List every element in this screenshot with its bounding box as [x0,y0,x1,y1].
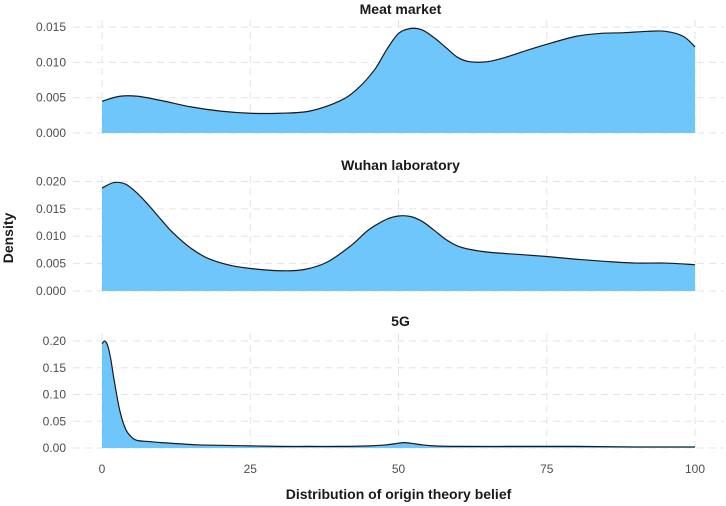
x-axis-title: Distribution of origin theory belief [286,486,512,502]
density-fill [102,182,695,291]
y-tick-label: 0.015 [36,202,66,216]
y-axis-title: Density [0,213,16,264]
facet-panel: Wuhan laboratory 0.000 0.005 0.010 0.015 0.02… [36,157,724,298]
facet-title: Meat market [360,1,442,17]
x-tick-label: 25 [244,462,258,476]
y-tick-label: 0.20 [43,334,67,348]
facet-panel: 5G 0.00 0.05 0.10 0.15 0.20 [43,313,724,455]
y-tick-label: 0.015 [36,20,66,34]
x-tick-label: 75 [540,462,554,476]
y-tick-label: 0.005 [36,91,66,105]
y-tick-label: 0.05 [43,414,67,428]
facet-panel: Meat market 0.000 0.005 0.010 0.015 [36,1,724,140]
facet-title: 5G [391,313,410,329]
density-line [101,340,695,448]
facet-title: Wuhan laboratory [341,157,460,173]
y-tick-label: 0.020 [36,174,66,188]
density-line [101,27,696,115]
y-tick-label: 0.15 [43,361,67,375]
density-fill [102,28,695,134]
y-tick-label: 0.10 [43,388,67,402]
y-tick-label: 0.005 [36,257,66,271]
x-tick-label: 50 [392,462,406,476]
x-tick-label: 100 [685,462,705,476]
y-tick-label: 0.000 [36,126,66,140]
y-tick-label: 0.010 [36,229,66,243]
x-axis: 0 25 50 75 100 [99,462,706,476]
y-tick-label: 0.000 [36,284,66,298]
density-line [101,181,696,272]
x-tick-label: 0 [99,462,106,476]
y-tick-label: 0.00 [43,441,67,455]
y-tick-label: 0.010 [36,55,66,69]
